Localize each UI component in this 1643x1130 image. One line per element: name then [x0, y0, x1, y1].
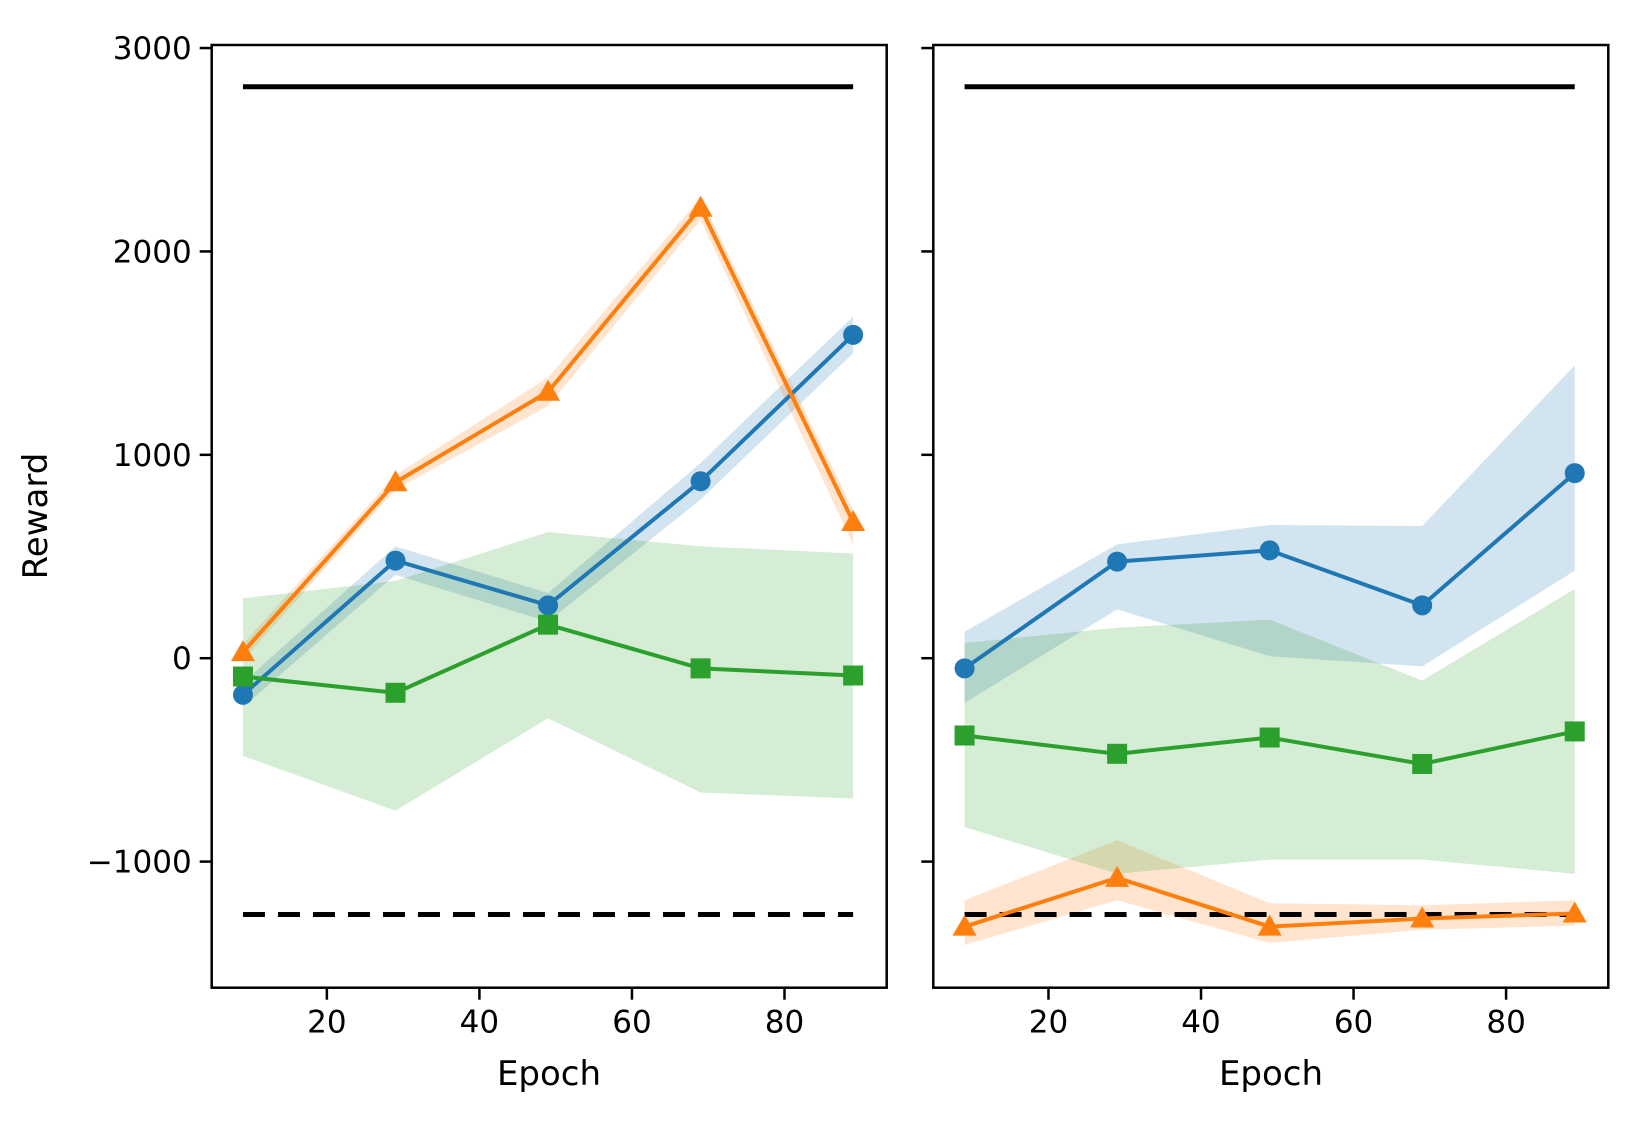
y-tick-label: 1000 — [113, 438, 192, 474]
blue-circle-series-marker — [954, 658, 975, 679]
green-square-series-marker — [385, 682, 406, 703]
orange-triangle-series-marker — [230, 640, 255, 662]
x-tick-label: 40 — [460, 1005, 499, 1041]
x-tick-label: 40 — [1181, 1005, 1220, 1041]
green-square-series-marker — [690, 658, 711, 679]
x-axis-label-left: Epoch — [497, 1054, 601, 1094]
orange-triangle-series-marker — [1562, 901, 1587, 923]
blue-circle-series-marker — [538, 595, 559, 616]
green-square-series-marker — [954, 725, 975, 746]
blue-circle-series-marker — [690, 471, 711, 492]
orange-triangle-series-marker — [952, 914, 977, 936]
x-tick-label: 80 — [765, 1005, 804, 1041]
blue-circle-series-marker — [1412, 595, 1433, 616]
green-square-series-marker — [1412, 753, 1433, 774]
y-tick-label: 2000 — [113, 234, 192, 270]
orange-triangle-series-marker — [1105, 865, 1130, 887]
x-tick-label: 20 — [307, 1005, 346, 1041]
green-square-series-band — [242, 532, 854, 811]
orange-triangle-series-marker — [841, 509, 866, 531]
y-axis-label: Reward — [16, 453, 56, 580]
x-tick-label: 20 — [1029, 1005, 1068, 1041]
blue-circle-series-marker — [843, 324, 864, 345]
green-square-series-marker — [1259, 727, 1280, 748]
green-square-series-marker — [538, 614, 559, 635]
x-axis-label-right: Epoch — [1219, 1054, 1323, 1094]
x-tick-label: 80 — [1486, 1005, 1525, 1041]
right-panel: 20 40 60 80 — [921, 43, 1610, 1041]
axes-box — [210, 43, 888, 989]
blue-circle-series-marker — [1259, 540, 1280, 561]
orange-triangle-series-marker — [1257, 914, 1282, 936]
green-square-series-marker — [843, 665, 864, 686]
orange-triangle-series-marker — [536, 379, 561, 401]
orange-triangle-series-marker — [1410, 906, 1435, 928]
blue-circle-series-marker — [1564, 463, 1585, 484]
green-square-series-marker — [232, 666, 253, 687]
blue-circle-series-marker — [1107, 551, 1128, 572]
green-square-series-marker — [1564, 721, 1585, 742]
x-tick-label: 60 — [612, 1005, 651, 1041]
y-tick-label: −1000 — [87, 845, 192, 881]
axes-box — [932, 43, 1610, 989]
blue-circle-series-marker — [385, 550, 406, 571]
y-tick-label: 0 — [172, 641, 192, 677]
green-square-series-marker — [1107, 743, 1128, 764]
blue-circle-series-band — [964, 365, 1575, 703]
orange-triangle-series-marker — [383, 470, 408, 492]
orange-triangle-series-marker — [688, 195, 713, 217]
x-tick-label: 60 — [1334, 1005, 1373, 1041]
blue-circle-series-marker — [232, 684, 253, 705]
y-tick-label: 3000 — [113, 31, 192, 67]
left-panel: 20 40 60 80 −1000 0 1000 2000 3000 — [87, 31, 888, 1041]
